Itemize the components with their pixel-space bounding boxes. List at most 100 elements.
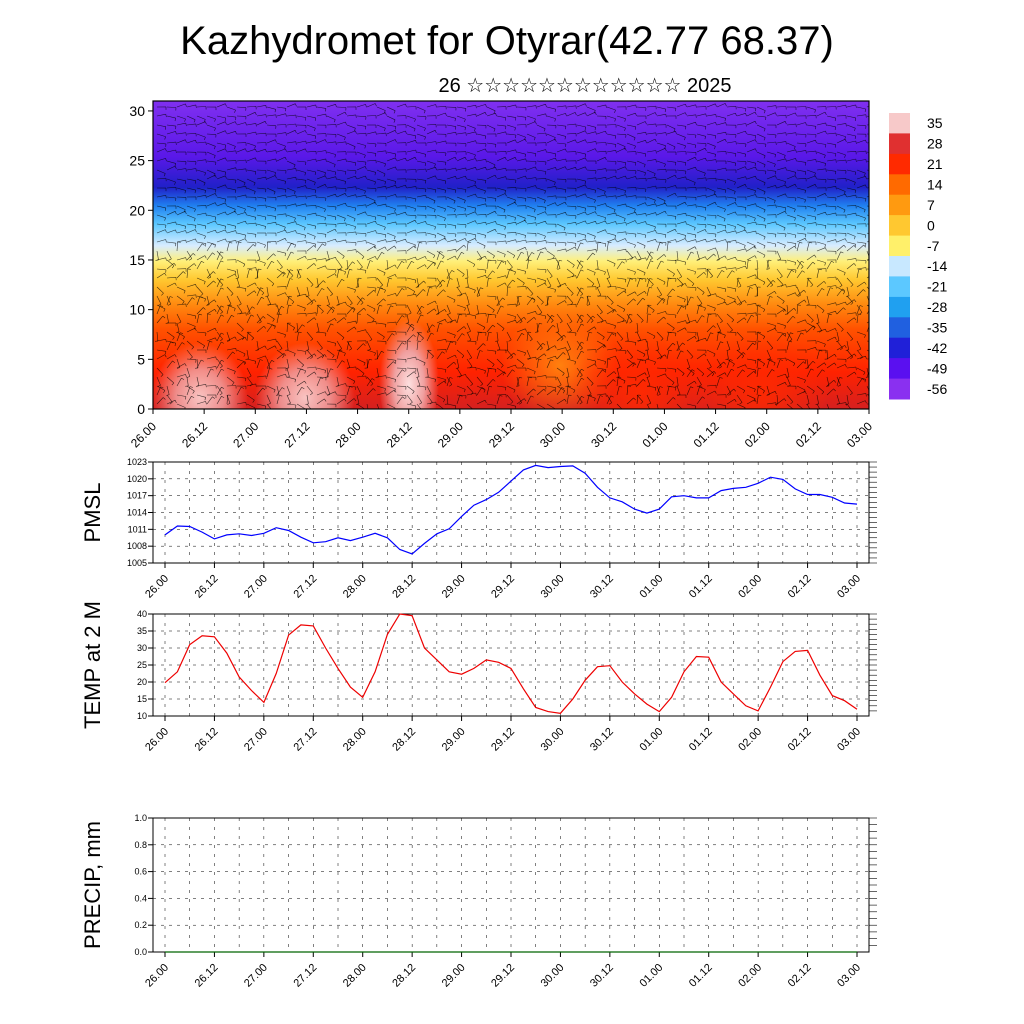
wind-barb-flag	[338, 268, 342, 271]
wind-barb	[616, 160, 626, 163]
wind-barb-flag	[171, 382, 175, 386]
wind-barb	[376, 150, 386, 153]
wind-barb-flag	[408, 312, 412, 315]
wind-barb	[296, 313, 307, 315]
wind-barb	[686, 251, 692, 261]
wind-barb	[756, 259, 759, 270]
wind-barb-flag	[785, 167, 787, 171]
wind-barb	[456, 304, 466, 309]
wind-barb-flag	[595, 221, 597, 225]
wind-barb-flag	[850, 302, 854, 305]
wind-barb-flag	[675, 185, 677, 189]
wind-barb-flag	[524, 154, 526, 158]
wind-barb	[536, 103, 546, 108]
wind-barb-flag	[668, 331, 672, 334]
wind-barb	[186, 123, 196, 126]
wind-barb	[196, 376, 200, 386]
wind-barb-flag	[198, 313, 202, 316]
wind-barb	[656, 202, 666, 207]
wind-barb-flag	[253, 182, 256, 186]
wind-barb-flag	[773, 362, 776, 366]
wind-barb	[196, 232, 206, 237]
wind-barb	[536, 232, 546, 237]
wind-barb	[636, 131, 646, 135]
wind-barb	[346, 326, 355, 333]
wind-barb	[276, 304, 280, 314]
wind-barb	[806, 124, 816, 127]
wind-barb	[356, 403, 365, 409]
wind-barb-flag	[348, 340, 352, 343]
wind-barb	[166, 282, 176, 288]
wind-barb	[846, 245, 855, 252]
wind-barb	[266, 139, 276, 144]
wind-barb-flag	[703, 389, 706, 393]
wind-barb-flag	[393, 119, 396, 123]
wind-barb	[366, 245, 375, 252]
wind-barb-flag	[684, 137, 686, 141]
wind-barb-flag	[823, 281, 827, 284]
wind-barb	[706, 239, 716, 243]
wind-barb	[246, 332, 249, 342]
wind-barb-flag	[300, 368, 304, 371]
wind-barb-flag	[533, 299, 536, 303]
wind-barb-flag	[173, 263, 177, 266]
wind-barb-flag	[674, 174, 677, 178]
wind-barb	[806, 295, 810, 305]
wind-barb-flag	[449, 320, 453, 324]
wind-barb-flag	[204, 225, 207, 229]
wind-barb-flag	[522, 364, 525, 368]
wind-barb	[676, 176, 686, 180]
wind-barb	[676, 124, 686, 127]
wind-barb-flag	[381, 350, 385, 353]
wind-barb-flag	[214, 244, 216, 248]
wind-barb	[776, 398, 785, 405]
wind-barb-flag	[444, 380, 447, 384]
wind-barb	[166, 259, 175, 266]
wind-barb-flag	[783, 155, 786, 159]
wind-barb-flag	[250, 314, 254, 317]
wind-barb-flag	[185, 123, 187, 127]
wind-barb	[366, 359, 370, 369]
wind-barb-flag	[274, 208, 276, 212]
wind-barb	[586, 249, 596, 252]
wind-barb	[476, 399, 486, 405]
wind-barb-flag	[615, 355, 617, 360]
wind-barb-flag	[545, 221, 547, 225]
wind-barb	[426, 376, 436, 380]
wind-barb	[376, 239, 386, 243]
wind-barb-flag	[413, 128, 416, 132]
wind-barb-flag	[432, 262, 436, 265]
wind-barb	[296, 380, 305, 387]
colorbar-swatch	[889, 296, 910, 318]
wind-barb-flag	[524, 271, 526, 275]
wind-barb	[636, 394, 639, 405]
wind-barb-flag	[745, 113, 747, 117]
wind-barb-flag	[365, 175, 367, 179]
wind-barb	[486, 160, 496, 166]
wind-barb	[246, 123, 256, 126]
wind-barb	[226, 242, 230, 252]
wind-barb	[366, 331, 373, 340]
wind-barb	[496, 232, 506, 236]
wind-barb	[246, 106, 257, 108]
wind-barb	[746, 230, 756, 234]
x-tick-label: 30.00	[537, 419, 568, 450]
wind-barb-flag	[413, 371, 417, 375]
wind-barb	[266, 403, 272, 409]
wind-barb	[466, 113, 476, 117]
wind-barb-flag	[185, 103, 187, 107]
wind-barb-flag	[442, 409, 444, 411]
wind-barb-flag	[642, 297, 646, 301]
wind-barb-flag	[414, 135, 417, 139]
wind-barb-flag	[434, 379, 436, 383]
wind-barb-flag	[702, 292, 705, 295]
wind-barb-flag	[314, 128, 316, 132]
wind-barb	[826, 132, 837, 135]
wind-barb	[756, 232, 766, 238]
wind-barb-flag	[385, 234, 387, 238]
wind-barb	[436, 319, 446, 324]
wind-barb-flag	[176, 367, 180, 369]
wind-barb	[426, 332, 432, 342]
wind-barb	[496, 295, 500, 305]
wind-barb	[366, 220, 376, 225]
